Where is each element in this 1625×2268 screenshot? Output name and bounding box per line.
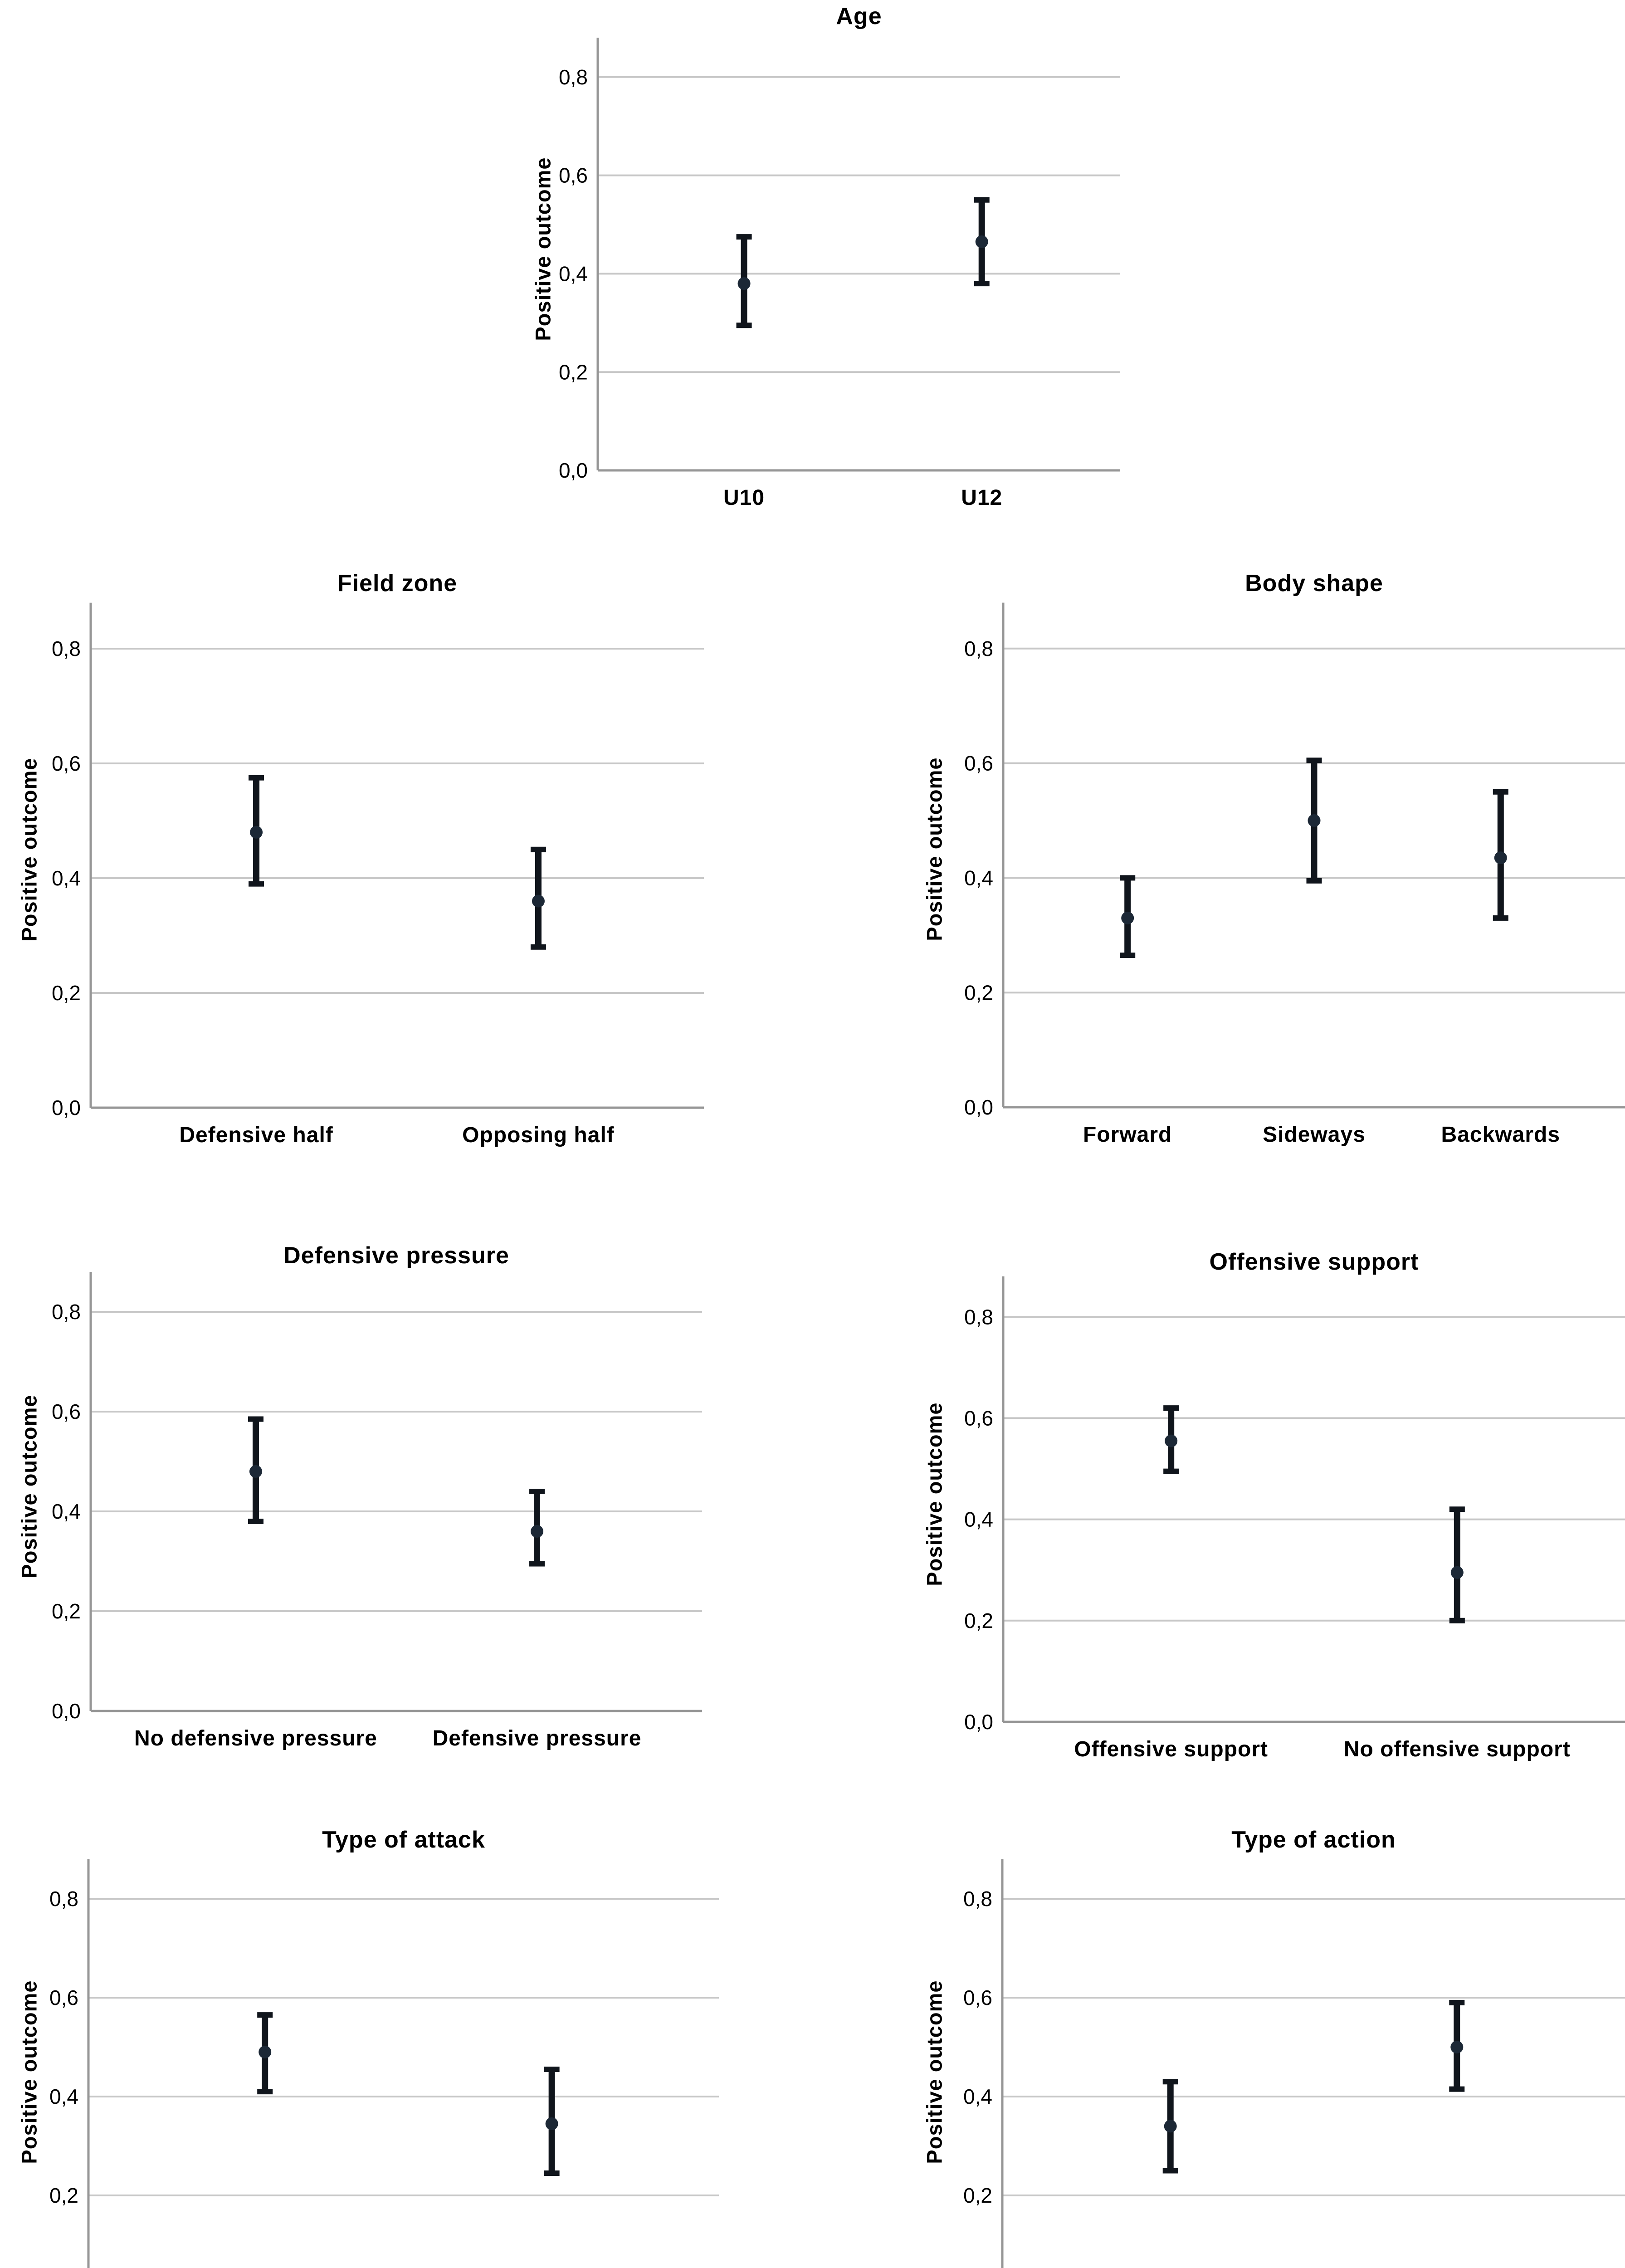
- y-tick-label: 0,4: [964, 866, 993, 890]
- y-tick-label: 0,2: [963, 2184, 992, 2207]
- y-tick-label: 0,2: [52, 1599, 81, 1623]
- y-tick-label: 0,4: [49, 2085, 78, 2108]
- x-category-label: Defensive pressure: [433, 1726, 642, 1750]
- point-marker: [975, 235, 988, 248]
- x-category-label: No offensive support: [1344, 1737, 1571, 1761]
- point-marker: [1164, 2120, 1177, 2133]
- chart-defensive-pressure: 0,0 0,2 0,4 0,6 0,8 No defensive pressure Defe…: [52, 1272, 702, 1750]
- chart-field-zone: 0,0 0,2 0,4 0,6 0,8 Defensive half Opposing ha…: [52, 602, 704, 1147]
- y-axis-label-field-zone: Positive outcome: [17, 758, 41, 942]
- chart-type-of-action: 0,00,20,40,60,8Running with the ballRece…: [963, 1859, 1625, 2268]
- y-tick-label: 0,6: [49, 1986, 78, 2009]
- chart-type-of-attack: 0,00,20,40,60,8Positional attackCountera…: [49, 1859, 719, 2268]
- y-tick-label: 0,6: [52, 1400, 81, 1423]
- chart-title-age: Age: [836, 3, 882, 29]
- y-tick-label: 0,8: [964, 1305, 993, 1329]
- y-axis-label-type-of-action: Positive outcome: [922, 1980, 947, 2164]
- y-tick-label: 0,4: [52, 866, 81, 890]
- point-marker: [1165, 1434, 1178, 1447]
- y-tick-label: 0,0: [964, 1710, 993, 1734]
- y-tick-label: 0,6: [963, 1986, 992, 2009]
- y-tick-label: 0,8: [52, 637, 81, 660]
- chart-title-defensive-pressure: Defensive pressure: [283, 1242, 509, 1269]
- y-tick-label: 0,0: [559, 459, 588, 482]
- y-tick-label: 0,0: [52, 1699, 81, 1723]
- y-tick-label: 0,8: [964, 637, 993, 660]
- chart-title-type-of-attack: Type of attack: [322, 1827, 485, 1853]
- chart-title-field-zone: Field zone: [337, 570, 458, 596]
- y-tick-label: 0,2: [559, 360, 588, 384]
- y-tick-label: 0,4: [52, 1500, 81, 1523]
- chart-title-type-of-action: Type of action: [1231, 1827, 1396, 1853]
- y-tick-label: 0,4: [963, 2085, 992, 2108]
- y-tick-label: 0,2: [964, 981, 993, 1004]
- point-marker: [1494, 851, 1507, 865]
- chart-title-body-shape: Body shape: [1245, 570, 1383, 596]
- y-tick-label: 0,6: [52, 752, 81, 775]
- point-marker: [545, 2117, 558, 2130]
- point-marker: [737, 277, 751, 290]
- point-marker: [249, 1465, 262, 1478]
- point-marker: [1121, 911, 1134, 924]
- y-tick-label: 0,4: [559, 262, 588, 286]
- y-tick-label: 0,0: [52, 1096, 81, 1119]
- chart-offensive-support: 0,0 0,2 0,4 0,6 0,8 Offensive support No offen…: [964, 1276, 1625, 1761]
- y-tick-label: 0,8: [963, 1887, 992, 1911]
- x-category-label: Offensive support: [1074, 1737, 1268, 1761]
- chart-body-shape: 0,0 0,2 0,4 0,6 0,8 Forward Sideways Backwards: [964, 602, 1625, 1147]
- y-tick-label: 0,8: [559, 65, 588, 89]
- point-marker: [250, 826, 263, 839]
- y-tick-label: 0,4: [964, 1508, 993, 1531]
- point-marker: [1450, 1566, 1464, 1579]
- point-marker: [532, 894, 545, 908]
- y-tick-label: 0,2: [52, 981, 81, 1005]
- y-axis-label-age: Positive outcome: [531, 157, 555, 341]
- point-marker: [531, 1525, 544, 1538]
- y-tick-label: 0,2: [49, 2184, 78, 2207]
- x-category-label: Sideways: [1263, 1123, 1366, 1147]
- y-tick-label: 0,0: [964, 1095, 993, 1119]
- y-axis-label-body-shape: Positive outcome: [922, 757, 947, 941]
- y-tick-label: 0,6: [964, 752, 993, 775]
- chart-title-offensive-support: Offensive support: [1209, 1249, 1419, 1275]
- chart-age: 0,0 0,2 0,4 0,6 0,8 U10 U12: [559, 38, 1120, 510]
- x-category-label: No defensive pressure: [134, 1726, 377, 1750]
- y-tick-label: 0,6: [559, 164, 588, 187]
- y-tick-label: 0,8: [49, 1887, 78, 1911]
- x-category-label: U10: [723, 486, 765, 510]
- point-marker: [1308, 814, 1321, 827]
- y-axis-label-defensive-pressure: Positive outcome: [17, 1394, 41, 1579]
- x-category-label: Backwards: [1441, 1123, 1560, 1147]
- x-category-label: Forward: [1083, 1123, 1172, 1147]
- point-marker: [259, 2045, 272, 2058]
- x-category-label: Opposing half: [462, 1123, 615, 1147]
- y-tick-label: 0,6: [964, 1407, 993, 1430]
- y-axis-label-offensive-support: Positive outcome: [922, 1402, 947, 1586]
- x-category-label: U12: [961, 486, 1002, 510]
- y-tick-label: 0,2: [964, 1609, 993, 1633]
- point-marker: [1450, 2041, 1464, 2053]
- y-axis-label-type-of-attack: Positive outcome: [17, 1980, 41, 2164]
- y-tick-label: 0,8: [52, 1300, 81, 1324]
- x-category-label: Defensive half: [179, 1123, 333, 1147]
